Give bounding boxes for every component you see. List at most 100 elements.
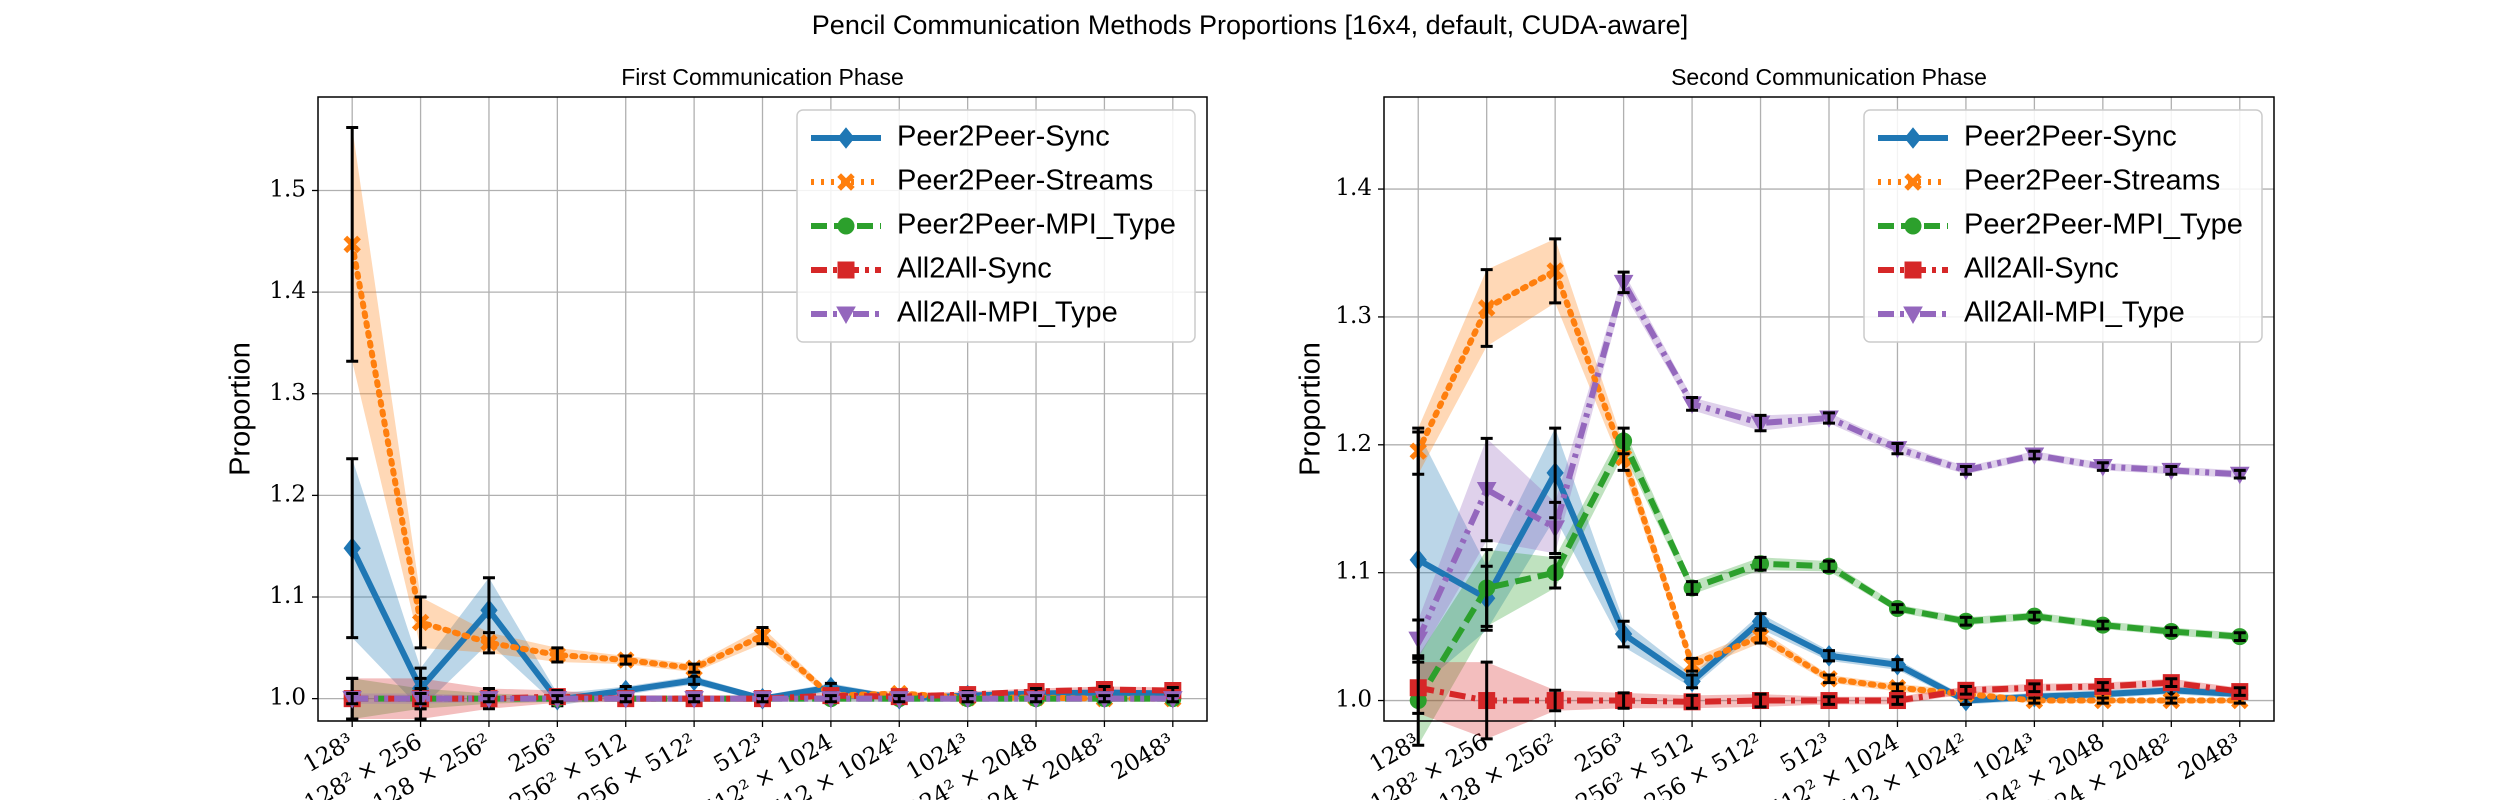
error-bar xyxy=(2096,461,2109,472)
subplot-title: First Communication Phase xyxy=(621,64,904,90)
error-bar xyxy=(688,674,701,686)
y-axis-label: Proportion xyxy=(1295,342,1327,476)
y-tick-label: 1.4 xyxy=(269,278,306,304)
error-band xyxy=(352,127,1173,701)
legend-box xyxy=(796,109,1196,343)
error-bar xyxy=(1480,268,1493,348)
error-bar xyxy=(824,694,837,704)
error-bar xyxy=(1891,442,1904,456)
error-bar xyxy=(2233,686,2246,697)
legend-label: Peer2Peer-Sync xyxy=(1964,121,2177,153)
legend-label: All2All-MPI_Type xyxy=(1964,297,2185,329)
error-bar xyxy=(1549,555,1562,590)
error-bar xyxy=(1412,618,1425,660)
y-tick-label: 1.0 xyxy=(269,685,306,711)
error-band xyxy=(1418,272,2240,659)
error-bar xyxy=(414,692,427,706)
error-bar xyxy=(2233,631,2246,642)
error-bar xyxy=(482,694,495,704)
error-bar xyxy=(688,662,701,674)
error-bar xyxy=(1823,411,1835,425)
error-bar xyxy=(1891,658,1904,672)
y-tick-label: 1.1 xyxy=(269,583,306,609)
legend-label: Peer2Peer-Streams xyxy=(1964,165,2220,197)
error-bar xyxy=(893,694,906,704)
legend-label: Peer2Peer-Streams xyxy=(897,165,1153,197)
error-bar xyxy=(756,626,769,646)
y-tick-label: 1.0 xyxy=(1335,687,1372,713)
legend-marker xyxy=(1903,306,1923,325)
error-bar xyxy=(1549,237,1562,305)
legend-label: All2All-Sync xyxy=(1964,253,2119,285)
subplot-title: Second Communication Phase xyxy=(1671,64,1987,90)
error-band xyxy=(352,458,1173,709)
error-bar xyxy=(1891,682,1904,694)
error-bar xyxy=(1823,673,1835,685)
error-bar xyxy=(1959,465,1972,476)
legend-label: Peer2Peer-MPI_Type xyxy=(1964,209,2243,241)
error-bar xyxy=(961,694,974,704)
error-bar xyxy=(1480,548,1493,628)
y-tick-label: 1.1 xyxy=(1335,559,1372,585)
error-bar xyxy=(482,631,495,655)
legend-label: Peer2Peer-MPI_Type xyxy=(897,209,1176,241)
error-bar xyxy=(1030,694,1043,704)
error-bar xyxy=(1098,694,1111,704)
error-bar xyxy=(346,692,359,706)
plot-frame xyxy=(1383,96,2275,722)
error-bar xyxy=(1686,395,1699,412)
y-tick-label: 1.3 xyxy=(1335,303,1372,329)
error-bar xyxy=(1480,436,1493,543)
error-bar xyxy=(2096,619,2109,631)
legend-label: Peer2Peer-Sync xyxy=(897,121,1110,153)
legend-marker xyxy=(837,261,855,279)
error-bar xyxy=(619,654,632,666)
error-bar xyxy=(2096,696,2109,705)
error-bar xyxy=(2165,696,2178,705)
error-bar xyxy=(346,457,359,640)
legend-marker xyxy=(836,306,856,325)
x-tick-label: 2048³ xyxy=(2174,729,2246,785)
error-bar xyxy=(2096,681,2109,692)
error-bar xyxy=(1754,413,1767,433)
y-tick-label: 1.2 xyxy=(269,481,306,507)
error-bar xyxy=(1959,684,1972,696)
legend-label: All2All-MPI_Type xyxy=(897,297,1118,329)
error-band xyxy=(1418,238,2240,704)
error-bar xyxy=(756,694,769,704)
error-bar xyxy=(1617,426,1630,456)
legend-marker xyxy=(1904,261,1922,279)
error-bar xyxy=(1549,688,1562,713)
error-bar xyxy=(1617,691,1630,710)
error-bar xyxy=(2165,626,2178,637)
error-bar xyxy=(1686,656,1699,673)
error-bar xyxy=(2233,468,2246,480)
error-bar xyxy=(1823,649,1835,663)
error-bar xyxy=(1823,695,1835,706)
x-tick-label: 2048³ xyxy=(1107,729,1179,785)
legend-box xyxy=(1863,109,2263,343)
legend-marker xyxy=(837,127,855,149)
legend-marker xyxy=(837,173,855,191)
error-bar xyxy=(1686,673,1699,690)
legend-marker xyxy=(837,217,855,235)
y-tick-label: 1.3 xyxy=(269,380,306,406)
y-axis-label: Proportion xyxy=(225,342,257,476)
error-bar xyxy=(688,694,701,704)
error-bar xyxy=(1959,615,1972,627)
error-bar xyxy=(1617,270,1630,295)
error-bar xyxy=(1480,660,1493,741)
legend-label: All2All-Sync xyxy=(897,253,1052,285)
error-bar xyxy=(1823,559,1835,573)
error-bar xyxy=(619,694,632,704)
error-bar xyxy=(2028,449,2041,461)
legend-marker xyxy=(1904,127,1922,149)
error-bar xyxy=(1166,694,1179,704)
error-bar xyxy=(1891,603,1904,614)
error-bar xyxy=(1891,695,1904,706)
error-bar xyxy=(2165,465,2178,476)
error-bar xyxy=(551,646,564,664)
error-bar xyxy=(414,595,427,650)
error-bar xyxy=(2028,696,2041,705)
